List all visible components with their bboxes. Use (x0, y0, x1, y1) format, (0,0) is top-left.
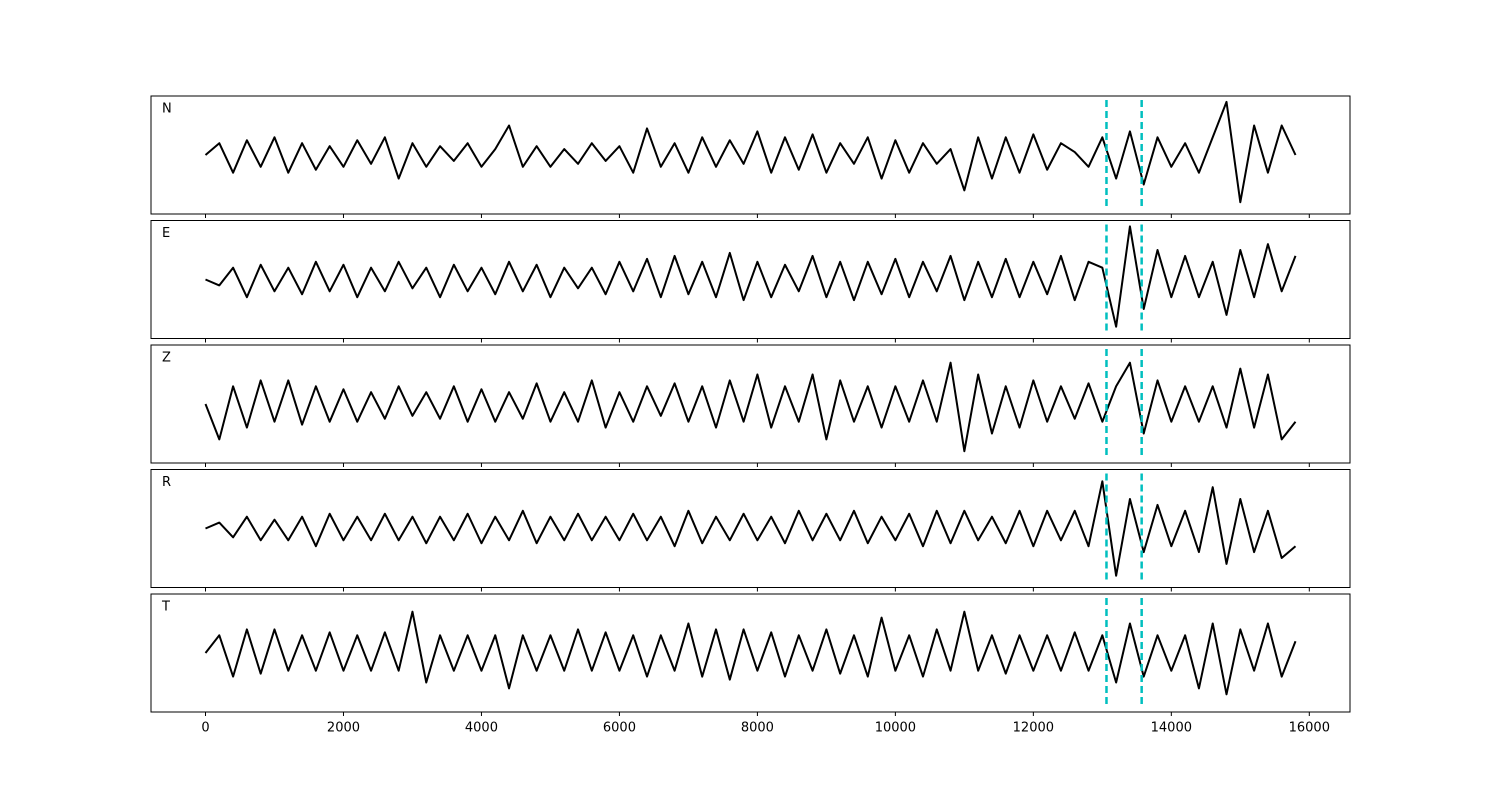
panel-label: N (162, 102, 172, 117)
panel-frame (150, 95, 1351, 215)
x-tick-label: 2000 (327, 721, 360, 736)
x-tick-label: 12000 (1013, 721, 1054, 736)
panel-frame (150, 593, 1351, 713)
x-tick-label: 8000 (741, 721, 774, 736)
panel-label: E (162, 226, 170, 241)
trace (204, 100, 1297, 204)
panel-label: T (161, 600, 170, 615)
x-tick-label: 0 (201, 721, 209, 736)
trace (205, 480, 1297, 577)
x-tick-label: 6000 (603, 721, 636, 736)
panel-label: R (162, 475, 171, 490)
panel-frame (150, 220, 1351, 339)
x-tick-label: 16000 (1289, 721, 1330, 736)
panel-frame (150, 344, 1351, 464)
panel-label: Z (162, 351, 171, 366)
trace (204, 610, 1297, 696)
panel-frame (150, 469, 1351, 588)
x-tick-label: 14000 (1151, 721, 1192, 736)
trace (205, 225, 1297, 328)
x-tick-label: 4000 (465, 721, 498, 736)
trace (204, 361, 1297, 453)
x-tick-label: 10000 (875, 721, 916, 736)
